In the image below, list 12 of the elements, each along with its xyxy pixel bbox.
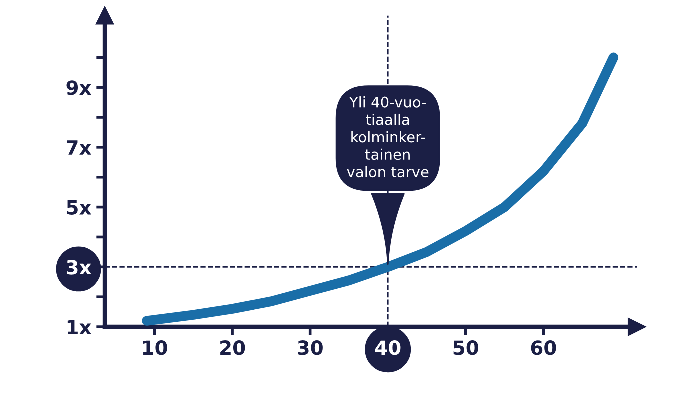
- x-tick-label: 10: [143, 340, 168, 356]
- y-tick-label: 1x: [68, 320, 92, 334]
- x-tick-label: 60: [531, 340, 556, 356]
- annotation: Yli 40-vuo- tiaalla kolminker- tainen valon tarve: [347, 96, 429, 178]
- x-tick-label: 30: [298, 340, 323, 356]
- y-tick-label: 7x: [67, 140, 92, 155]
- y-tick-label: 3x: [67, 260, 92, 275]
- y-tick-label: 9x: [66, 80, 92, 96]
- x-tick-label: 50: [454, 340, 478, 356]
- x-tick-label: 20: [220, 340, 246, 356]
- y-tick-label: 5x: [67, 200, 92, 215]
- x-tick-label: 40: [375, 340, 401, 356]
